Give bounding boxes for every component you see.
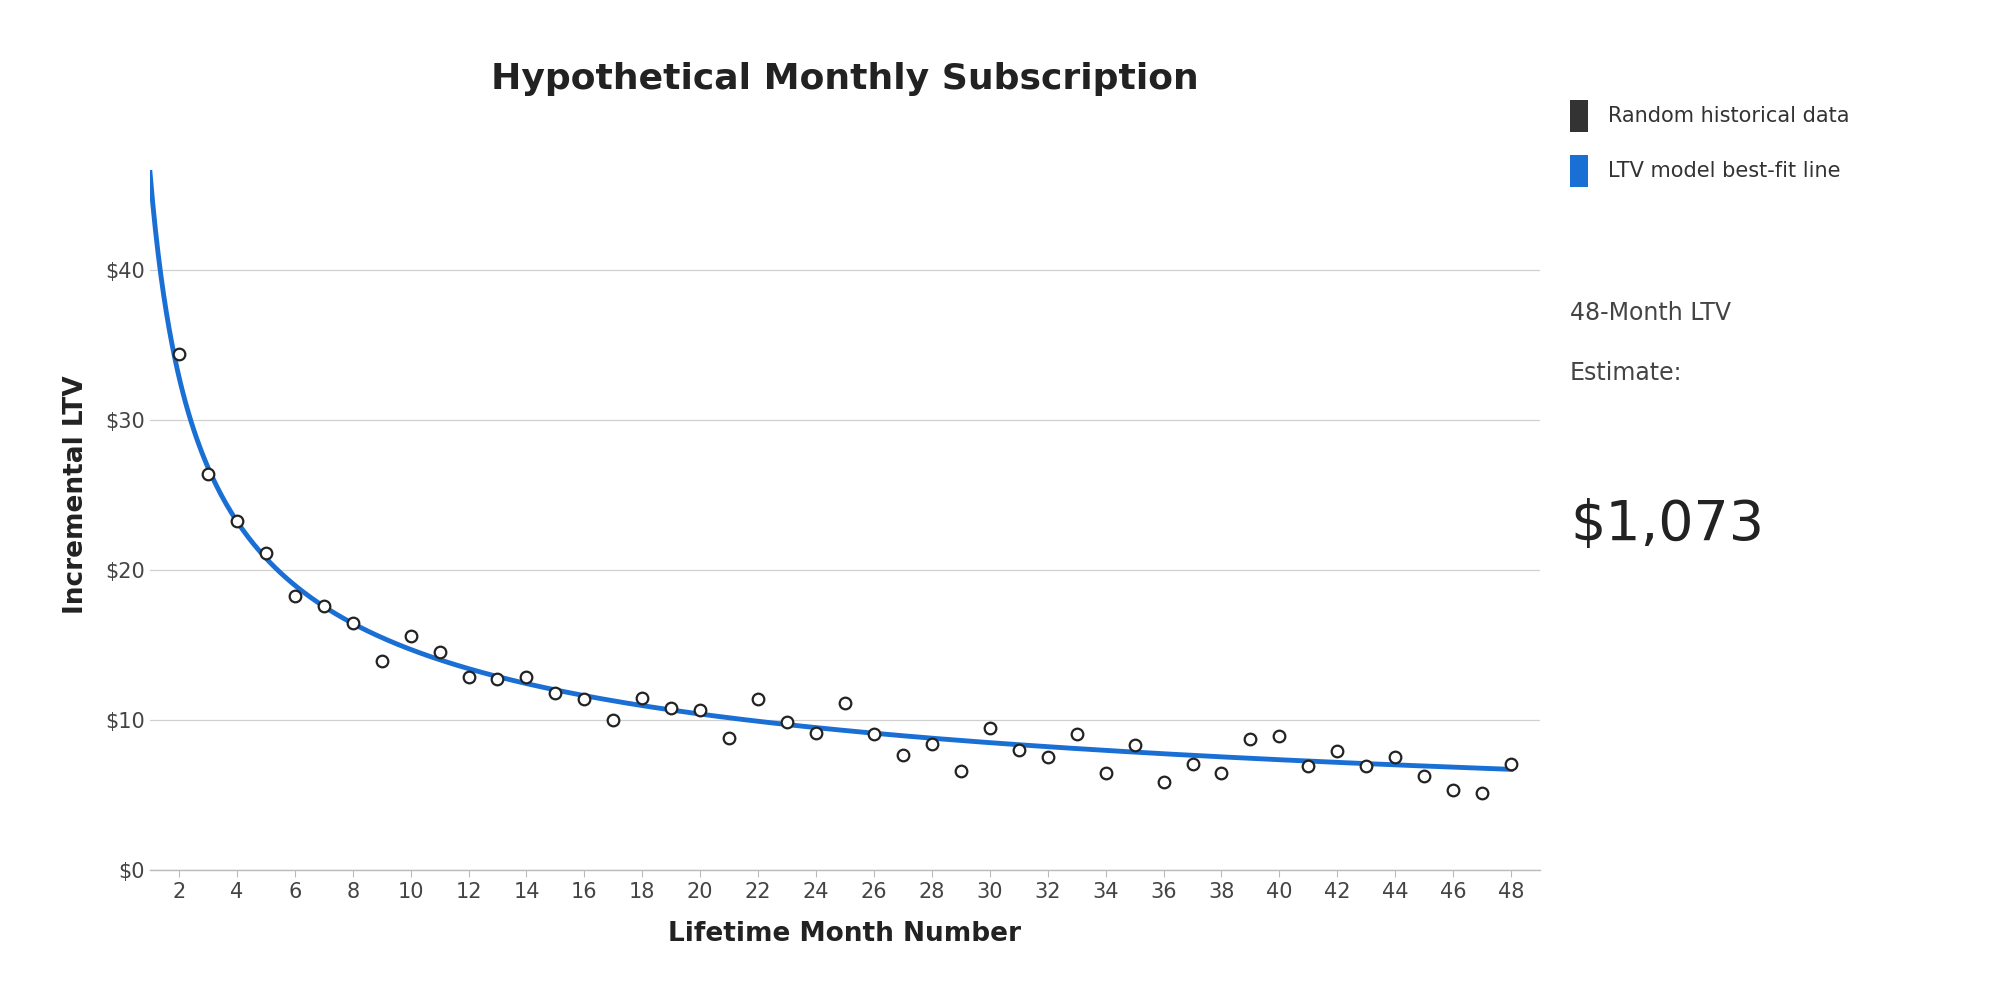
Point <box>858 726 890 742</box>
Point <box>1380 749 1412 765</box>
Point <box>684 702 716 718</box>
Point <box>424 644 456 660</box>
X-axis label: Lifetime Month Number: Lifetime Month Number <box>668 921 1022 947</box>
Point <box>916 736 948 752</box>
Point <box>482 671 514 687</box>
Point <box>1496 756 1528 772</box>
Point <box>394 628 426 644</box>
Point <box>568 691 600 707</box>
Point <box>1408 768 1440 784</box>
Point <box>1090 765 1122 781</box>
Text: Estimate:: Estimate: <box>1570 361 1682 385</box>
Point <box>1234 731 1266 747</box>
Point <box>742 691 774 707</box>
Point <box>452 669 484 685</box>
Point <box>974 720 1006 736</box>
Point <box>336 615 368 631</box>
Point <box>626 690 658 706</box>
Point <box>1002 742 1034 758</box>
Point <box>162 346 194 362</box>
Point <box>250 545 282 561</box>
Text: $1,073: $1,073 <box>1570 498 1764 552</box>
Point <box>1176 756 1208 772</box>
Point <box>828 695 860 711</box>
Point <box>1292 758 1324 774</box>
Point <box>944 763 976 779</box>
Point <box>1466 785 1498 801</box>
Point <box>714 730 746 746</box>
Point <box>772 714 804 730</box>
Point <box>192 466 224 482</box>
Point <box>366 653 398 669</box>
Y-axis label: Incremental LTV: Incremental LTV <box>62 376 88 614</box>
Point <box>1118 737 1150 753</box>
Text: LTV model best-fit line: LTV model best-fit line <box>1608 161 1840 181</box>
Point <box>800 725 832 741</box>
Point <box>1322 743 1354 759</box>
Point <box>278 588 310 604</box>
Point <box>1206 765 1238 781</box>
Point <box>1264 728 1296 744</box>
Point <box>1060 726 1092 742</box>
Title: Hypothetical Monthly Subscription: Hypothetical Monthly Subscription <box>492 62 1198 96</box>
Text: Random historical data: Random historical data <box>1608 106 1850 126</box>
Text: 48-Month LTV: 48-Month LTV <box>1570 301 1732 325</box>
Point <box>1148 774 1180 790</box>
Point <box>1438 782 1470 798</box>
Point <box>886 747 918 763</box>
Point <box>308 598 340 614</box>
Point <box>656 700 688 716</box>
Point <box>1032 749 1064 765</box>
Point <box>510 669 542 685</box>
Point <box>598 712 630 728</box>
Point <box>540 685 572 701</box>
Point <box>220 513 252 529</box>
Point <box>1350 758 1382 774</box>
